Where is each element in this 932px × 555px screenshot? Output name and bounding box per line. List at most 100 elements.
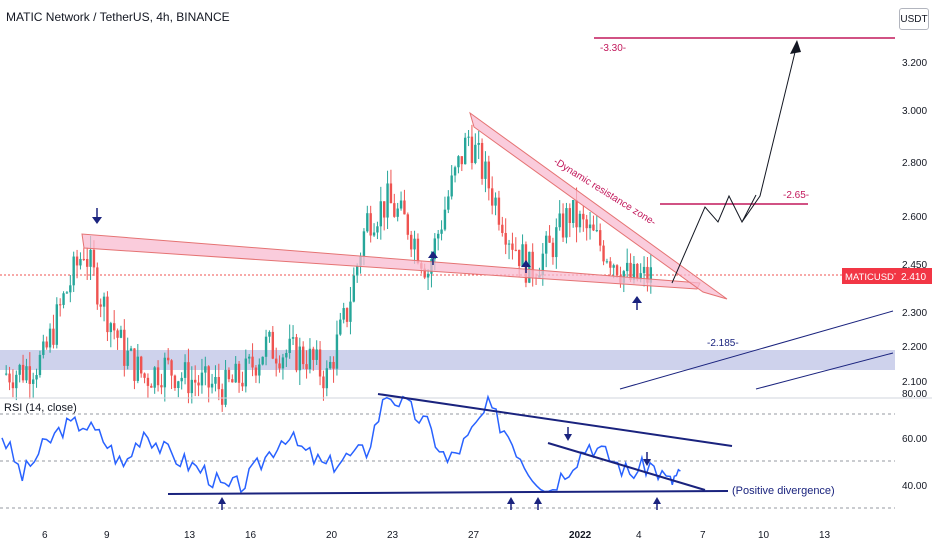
candle [477,130,480,160]
candle [507,239,511,260]
candle [207,365,210,403]
rsi-marker-up-2 [507,497,515,510]
candle [285,349,288,367]
candle [25,358,28,384]
candle [119,325,123,339]
candle [4,365,8,376]
chart-title: MATIC Network / TetherUS, 4h, BINANCE [6,10,230,24]
price-tick-3200: 3.200 [902,58,927,69]
candle [571,199,575,228]
candle [413,230,416,264]
candle [112,310,116,340]
candle [126,337,129,370]
candle [42,334,45,359]
candle [274,347,278,377]
candle [463,132,467,165]
demand-zone [0,350,895,370]
candle [551,237,555,265]
candle [258,358,261,384]
candle [261,356,264,366]
channel-line-2 [755,352,894,390]
candlesticks [4,124,653,412]
candle [288,324,291,359]
candle [308,338,312,374]
candle [129,345,133,352]
candle [153,366,156,394]
candle [48,323,52,353]
rsi-tick-80: 80.00 [902,389,927,400]
candle [531,243,534,287]
candle [295,333,298,373]
candle [528,251,531,284]
candle [281,353,285,380]
candle [187,348,190,404]
time-tick-13: 13 [184,530,196,541]
rsi-pane: (Positive divergence) [0,393,895,510]
candle [453,165,457,183]
candle [166,348,170,365]
currency-button[interactable]: USDT [899,8,929,30]
candle [224,359,227,408]
price-tick-2300: 2.300 [902,308,927,319]
candle [116,328,119,350]
candle [389,169,393,204]
candle [379,186,383,240]
candle [497,190,501,231]
candle [578,210,582,233]
symbol-tag-label: MATICUSDT [845,272,900,283]
candle [443,196,447,232]
symbol-tag [842,268,896,284]
candle [133,348,136,390]
candle [602,240,605,266]
price-scale[interactable]: 3.200 3.000 2.800 2.600 2.450 2.300 2.20… [842,58,932,492]
rsi-line [1,394,681,494]
rsi-tick-40: 40.00 [902,481,927,492]
candle [504,218,507,255]
candle [271,326,275,360]
time-axis[interactable]: 6 9 13 16 20 23 27 2022 4 7 10 13 [42,530,831,541]
candle [99,298,102,318]
candle [625,248,629,278]
marker-down-dec8 [92,208,102,224]
candle [588,211,592,240]
candle [227,367,231,383]
candle [548,225,551,243]
candle [484,151,487,193]
candle [386,170,389,229]
candle [197,375,200,397]
candle [15,370,18,401]
time-tick-10: 10 [758,530,770,541]
candle [38,350,42,378]
candle [214,365,217,392]
candle [467,129,470,147]
time-tick-20: 20 [326,530,338,541]
candle [241,371,244,392]
candle [376,221,379,240]
positive-divergence-label: (Positive divergence) [732,485,835,497]
candle [45,336,48,350]
candle [163,352,167,402]
candle [268,330,271,343]
candle [247,353,251,364]
projection-arrowhead [790,40,801,54]
price-tick-2800: 2.800 [902,158,927,169]
price-pane: -Dynamic resistance zone- -3.30- -2.65- … [0,37,895,412]
candle [72,251,75,292]
price-tick-2450: 2.450 [902,260,927,271]
candle [457,155,460,174]
candle [106,291,109,342]
candle [65,290,69,295]
candle [561,203,565,242]
channel-line-1 [619,310,894,390]
candle [382,201,386,231]
candle [416,233,420,265]
candle [200,358,204,394]
candle [396,202,399,222]
candle [312,346,315,371]
candle [470,124,474,170]
candle [409,230,413,258]
dynamic-resistance [469,111,728,300]
price-tick-3000: 3.000 [902,106,927,117]
candle [180,372,183,390]
